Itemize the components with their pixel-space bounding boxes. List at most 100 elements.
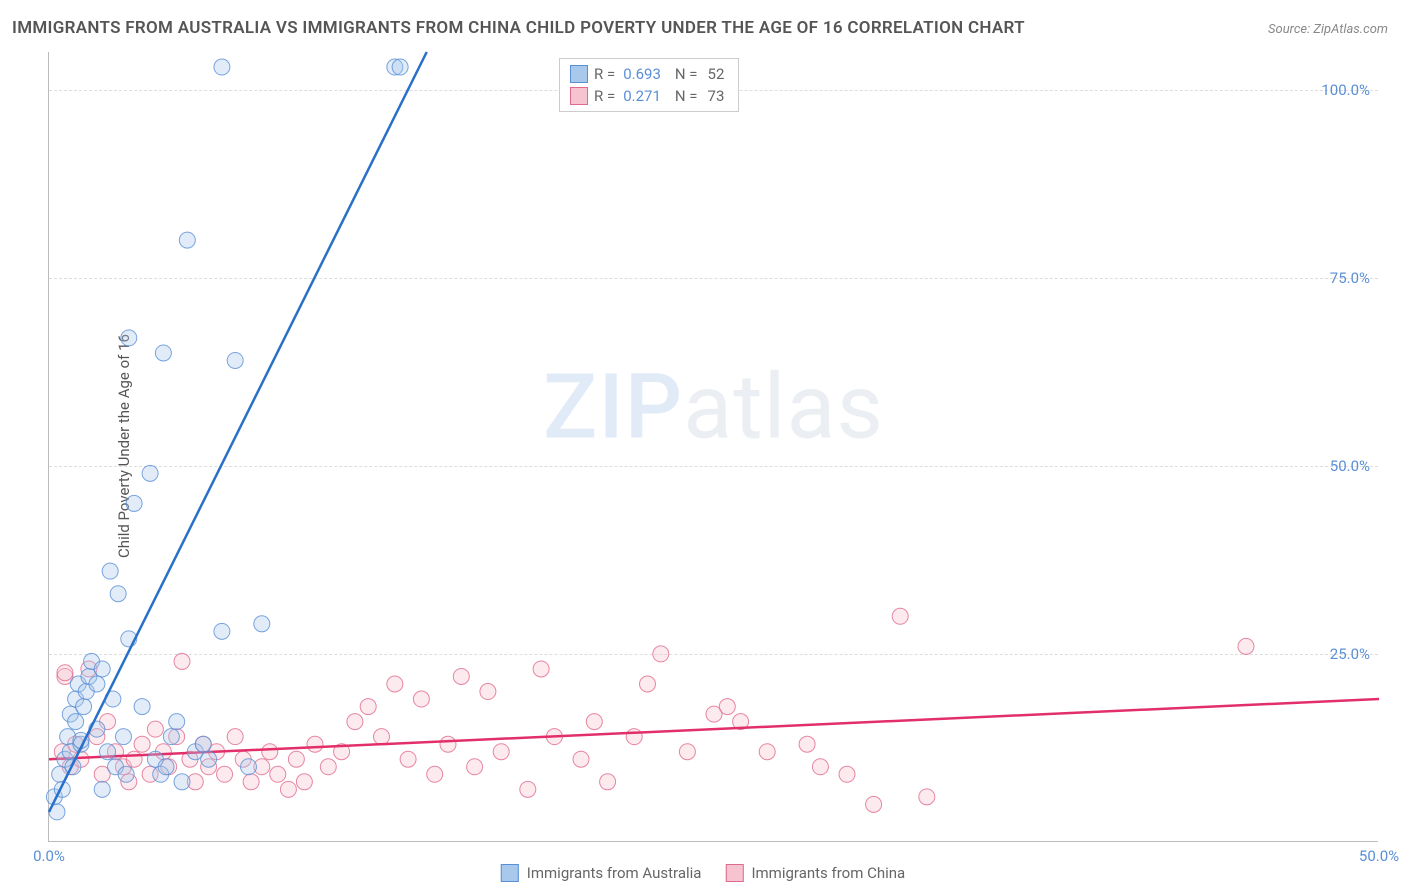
data-point (134, 699, 150, 715)
data-point (280, 781, 296, 797)
data-point (839, 766, 855, 782)
data-point (1238, 638, 1254, 654)
data-point (400, 751, 416, 767)
data-point (115, 729, 131, 745)
data-point (493, 744, 509, 760)
data-point (134, 736, 150, 752)
legend-swatch (725, 864, 743, 882)
legend-row: R = 0.271 N = 73 (570, 85, 724, 107)
data-point (360, 699, 376, 715)
data-point (174, 653, 190, 669)
data-point (270, 766, 286, 782)
series-legend-label: Immigrants from Australia (527, 864, 702, 882)
plot-area: ZIPatlas 25.0%50.0%75.0%100.0% R =0.693N… (48, 52, 1378, 842)
legend-r-value: 0.693 (621, 65, 669, 83)
trend-line (49, 52, 427, 812)
series-legend-item: Immigrants from Australia (501, 864, 702, 882)
data-point (126, 495, 142, 511)
data-point (374, 729, 390, 745)
data-point (147, 721, 163, 737)
data-point (347, 714, 363, 730)
data-point (626, 729, 642, 745)
data-point (307, 736, 323, 752)
data-point (812, 759, 828, 775)
data-point (640, 676, 656, 692)
data-point (387, 676, 403, 692)
data-point (100, 744, 116, 760)
data-point (110, 586, 126, 602)
data-point (392, 59, 408, 75)
data-point (214, 59, 230, 75)
data-point (126, 751, 142, 767)
data-point (227, 729, 243, 745)
scatter-svg (49, 52, 1378, 841)
data-point (919, 789, 935, 805)
data-point (214, 623, 230, 639)
data-point (217, 766, 233, 782)
data-point (94, 661, 110, 677)
data-point (76, 699, 92, 715)
data-point (759, 744, 775, 760)
legend-row: R = 0.693 N = 52 (570, 63, 724, 85)
data-point (243, 774, 259, 790)
data-point (288, 751, 304, 767)
x-tick-label: 0.0% (33, 847, 65, 865)
data-point (440, 736, 456, 752)
data-point (195, 736, 211, 752)
series-legend: Immigrants from Australia Immigrants from… (501, 864, 905, 882)
data-point (68, 714, 84, 730)
data-point (102, 563, 118, 579)
data-point (121, 330, 137, 346)
data-point (227, 352, 243, 368)
data-point (142, 465, 158, 481)
data-point (169, 714, 185, 730)
series-legend-item: Immigrants from China (725, 864, 905, 882)
series-legend-label: Immigrants from China (751, 864, 905, 882)
data-point (573, 751, 589, 767)
data-point (413, 691, 429, 707)
data-point (600, 774, 616, 790)
data-point (679, 744, 695, 760)
data-point (520, 781, 536, 797)
data-point (89, 676, 105, 692)
data-point (201, 751, 217, 767)
data-point (174, 774, 190, 790)
legend-r-value: 0.271 (621, 87, 669, 105)
data-point (320, 759, 336, 775)
legend-r-label: R = (594, 65, 615, 83)
data-point (467, 759, 483, 775)
data-point (94, 781, 110, 797)
data-point (892, 608, 908, 624)
data-point (155, 345, 171, 361)
legend-r-label: R = (594, 87, 615, 105)
chart-title: IMMIGRANTS FROM AUSTRALIA VS IMMIGRANTS … (12, 18, 1025, 38)
data-point (241, 759, 257, 775)
data-point (453, 668, 469, 684)
data-point (254, 616, 270, 632)
x-tick-label: 50.0% (1359, 847, 1399, 865)
legend-swatch (570, 65, 588, 83)
legend-swatch (501, 864, 519, 882)
data-point (480, 684, 496, 700)
data-point (866, 796, 882, 812)
data-point (533, 661, 549, 677)
data-point (719, 699, 735, 715)
data-point (799, 736, 815, 752)
data-point (57, 665, 73, 681)
stats-legend: R = 0.693 N = 52 R = 0.271 N = 73 (559, 58, 739, 112)
legend-n-label: N = (675, 65, 698, 83)
source-attribution: Source: ZipAtlas.com (1268, 22, 1388, 37)
data-point (262, 744, 278, 760)
data-point (179, 232, 195, 248)
legend-n-label: N = (675, 87, 698, 105)
data-point (296, 774, 312, 790)
legend-n-value: 52 (704, 65, 725, 83)
data-point (158, 759, 174, 775)
data-point (586, 714, 602, 730)
legend-n-value: 73 (704, 87, 725, 105)
data-point (427, 766, 443, 782)
data-point (118, 766, 134, 782)
legend-swatch (570, 87, 588, 105)
data-point (163, 729, 179, 745)
data-point (653, 646, 669, 662)
